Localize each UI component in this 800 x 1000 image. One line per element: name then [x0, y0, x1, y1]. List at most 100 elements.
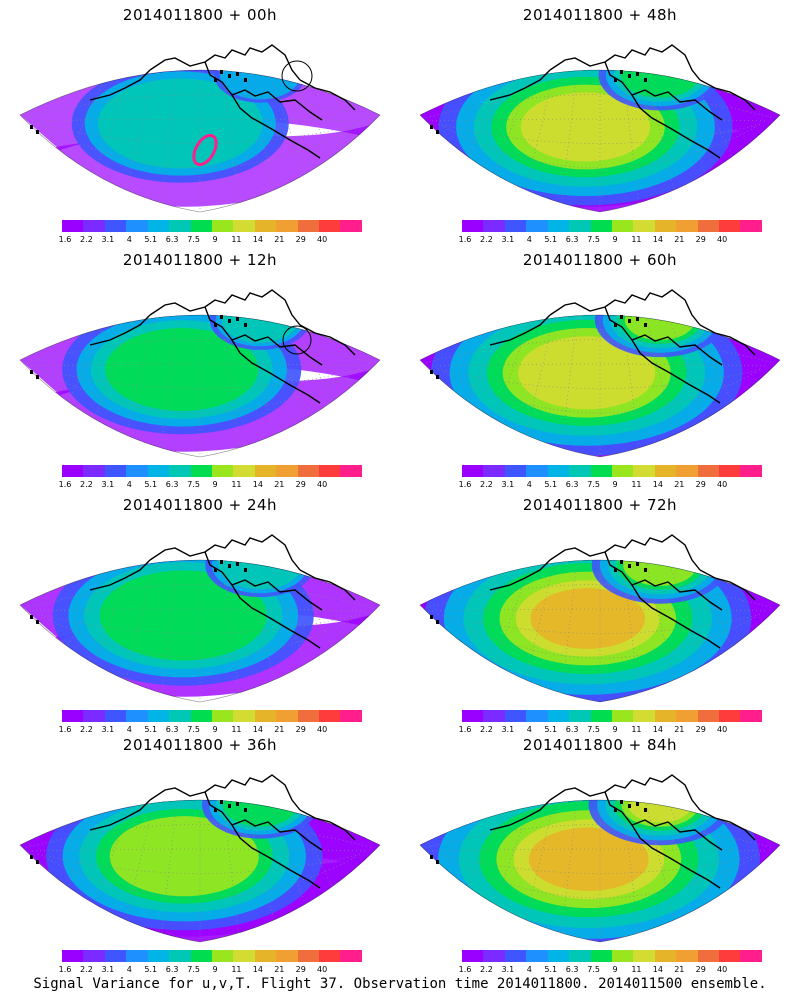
- colorbar-swatch: [254, 710, 277, 722]
- variance-field: [20, 800, 380, 942]
- colorbar-swatch: [340, 220, 362, 232]
- colorbar-tick-label: 21: [674, 480, 685, 489]
- colorbar-tick-label: 29: [295, 965, 306, 974]
- colorbar-tick-label: 5.1: [544, 965, 558, 974]
- colorbar-tick-label: 2.2: [80, 480, 93, 489]
- colorbar-swatch: [719, 220, 741, 232]
- colorbar-swatch: [83, 710, 105, 722]
- colorbar-tick-label: 11: [231, 965, 242, 974]
- colorbar-tick-label: 5.1: [544, 725, 558, 734]
- colorbar-tick-label: 29: [695, 965, 706, 974]
- colorbar-swatch: [697, 950, 720, 962]
- colorbar-swatch: [319, 950, 341, 962]
- panel-24h: 2014011800 + 24h 1.6 2.2 3.1 4 5.1 6.3 7.5 9 11 1…: [0, 490, 400, 735]
- colorbar-tick-label: 5.1: [144, 965, 158, 974]
- colorbar-tick-label: 21: [674, 725, 685, 734]
- colorbar-swatch: [590, 950, 612, 962]
- panel-title: 2014011800 + 84h: [522, 736, 678, 754]
- colorbar-swatch: [526, 710, 548, 722]
- colorbar-swatch: [633, 710, 655, 722]
- colorbar-swatch: [697, 465, 720, 477]
- map-panel: [419, 289, 781, 458]
- colorbar-tick-label: 2.2: [80, 725, 93, 734]
- colorbar-tick-label: 3.1: [501, 480, 515, 489]
- colorbar-swatch: [590, 220, 612, 232]
- colorbar-tick-label: 7.5: [587, 235, 600, 244]
- colorbar-tick-label: 11: [231, 725, 242, 734]
- colorbar-tick-label: 6.3: [165, 725, 179, 734]
- colorbar-swatch: [719, 950, 741, 962]
- colorbar-swatch: [340, 465, 362, 477]
- colorbar-swatch: [654, 220, 677, 232]
- colorbar-tick-label: 21: [274, 235, 285, 244]
- colorbar-tick-label: 11: [631, 725, 642, 734]
- colorbar-tick-label: 3.1: [501, 965, 515, 974]
- map-panel: [19, 774, 381, 943]
- variance-field: [420, 800, 780, 942]
- colorbar-swatch: [211, 465, 234, 477]
- colorbar: [62, 220, 362, 232]
- colorbar-swatch: [633, 220, 655, 232]
- colorbar-swatch: [483, 220, 505, 232]
- colorbar-tick-label: 7.5: [587, 965, 600, 974]
- colorbar-tick-label: 21: [674, 965, 685, 974]
- colorbar-swatch: [526, 950, 548, 962]
- colorbar-tick-label: 7.5: [187, 725, 200, 734]
- colorbar-swatch: [590, 465, 612, 477]
- colorbar-swatch: [504, 465, 527, 477]
- colorbar-tick-label: 6.3: [565, 480, 579, 489]
- colorbar-swatch: [147, 465, 170, 477]
- variance-field: [20, 70, 380, 212]
- colorbar-tick-label: 9: [612, 725, 618, 734]
- colorbar: [462, 465, 762, 477]
- colorbar-swatch: [126, 220, 148, 232]
- colorbar-swatch: [611, 950, 634, 962]
- colorbar-swatch: [319, 465, 341, 477]
- colorbar-tick-label: 29: [695, 480, 706, 489]
- colorbar-tick-label: 7.5: [187, 235, 200, 244]
- colorbar-tick-label: 4: [126, 480, 132, 489]
- colorbar-tick-label: 40: [317, 725, 328, 734]
- colorbar-swatch: [719, 710, 741, 722]
- colorbar-tick-label: 3.1: [101, 965, 115, 974]
- colorbar-swatch: [340, 710, 362, 722]
- colorbar-tick-label: 9: [212, 965, 218, 974]
- panel-title: 2014011800 + 48h: [522, 6, 678, 24]
- map-panel: [19, 534, 381, 703]
- colorbar-swatch: [504, 950, 527, 962]
- colorbar-swatch: [611, 710, 634, 722]
- colorbar: [462, 950, 762, 962]
- colorbar-ticks: 1.6 2.2 3.1 4 5.1 6.3 7.5 9 11 14 21 29 40: [455, 480, 765, 492]
- colorbar-swatch: [211, 220, 234, 232]
- colorbar-tick-label: 7.5: [587, 725, 600, 734]
- colorbar-ticks: 1.6 2.2 3.1 4 5.1 6.3 7.5 9 11 14 21 29 40: [55, 725, 365, 737]
- colorbar-tick-label: 40: [317, 480, 328, 489]
- colorbar-ticks: 1.6 2.2 3.1 4 5.1 6.3 7.5 9 11 14 21 29 40: [55, 480, 365, 492]
- colorbar-swatch: [676, 710, 698, 722]
- colorbar-swatch: [462, 950, 484, 962]
- colorbar-swatch: [276, 710, 298, 722]
- colorbar-swatch: [483, 710, 505, 722]
- colorbar-swatch: [526, 220, 548, 232]
- panel-00h: 2014011800 + 00h 1.6 2.2 3.1 4 5.1 6.3 7.5 9 11 1…: [0, 0, 400, 245]
- colorbar-swatch: [254, 950, 277, 962]
- colorbar-tick-label: 1.6: [458, 965, 472, 974]
- colorbar-swatch: [547, 220, 570, 232]
- colorbar-swatch: [547, 465, 570, 477]
- colorbar-tick-label: 14: [252, 480, 263, 489]
- colorbar-tick-label: 9: [212, 480, 218, 489]
- colorbar-tick-label: 14: [652, 725, 663, 734]
- colorbar-swatch: [62, 465, 84, 477]
- colorbar-tick-label: 1.6: [58, 965, 72, 974]
- colorbar-swatch: [340, 950, 362, 962]
- colorbar-ticks: 1.6 2.2 3.1 4 5.1 6.3 7.5 9 11 14 21 29 40: [55, 235, 365, 247]
- colorbar-tick-label: 14: [652, 235, 663, 244]
- colorbar-swatch: [654, 710, 677, 722]
- colorbar-tick-label: 6.3: [565, 235, 579, 244]
- colorbar-tick-label: 3.1: [501, 235, 515, 244]
- colorbar-swatch: [169, 220, 191, 232]
- colorbar-swatch: [104, 710, 127, 722]
- colorbar-tick-label: 21: [274, 965, 285, 974]
- colorbar-swatch: [233, 465, 255, 477]
- colorbar-tick-label: 1.6: [458, 480, 472, 489]
